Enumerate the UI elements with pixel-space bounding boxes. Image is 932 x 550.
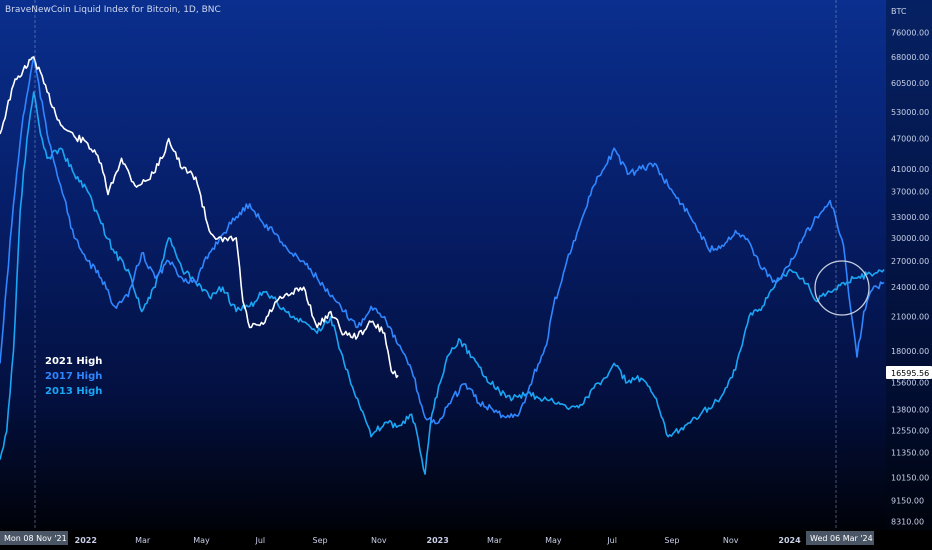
time-axis-tick-label: Jul — [606, 536, 617, 545]
price-axis-tick-label: 9150.00 — [891, 496, 924, 505]
time-axis-tick-label: Jul — [254, 536, 265, 545]
legend-entry-2017-high: 2017 High — [45, 371, 103, 382]
price-axis-tick-label: 24000.00 — [891, 283, 929, 292]
price-axis-tick-label: 10150.00 — [891, 473, 929, 482]
price-axis-tick-label: 21000.00 — [891, 313, 929, 322]
chart-title: BraveNewCoin Liquid Index for Bitcoin, 1… — [5, 5, 221, 15]
series-line-2021-high — [0, 56, 399, 379]
crosshair-date-label-left: Mon 08 Nov '21 — [0, 531, 68, 545]
series-line-2017-high — [0, 56, 885, 425]
highlight-circle — [814, 260, 870, 316]
time-axis-tick-label: 2024 — [778, 536, 801, 545]
price-axis-tick-label: 53000.00 — [891, 108, 929, 117]
price-axis-background — [886, 0, 932, 550]
time-axis-tick-label: 2022 — [75, 536, 97, 545]
price-axis-currency: BTC — [891, 7, 907, 16]
legend-entry-2021-high: 2021 High — [45, 356, 103, 367]
price-axis-tick-label: 12550.00 — [891, 426, 929, 435]
price-axis-tick-label: 8310.00 — [891, 518, 924, 527]
price-axis-tick-label: 41000.00 — [891, 165, 929, 174]
time-axis-tick-label: May — [193, 536, 210, 545]
svg-text:Wed 06 Mar '24: Wed 06 Mar '24 — [810, 534, 873, 543]
time-axis-tick-label: May — [545, 536, 562, 545]
time-axis-tick-label: 2023 — [427, 536, 449, 545]
series-line-2013-high — [0, 91, 885, 475]
crosshair-date-label-right: Wed 06 Mar '24 — [806, 531, 874, 545]
price-axis-tick-label: 37000.00 — [891, 188, 929, 197]
svg-text:16595.56: 16595.56 — [891, 369, 929, 378]
price-axis-tick-label: 60500.00 — [891, 79, 929, 88]
time-axis-tick-label: Nov — [723, 536, 739, 545]
time-axis-tick-label: Mar — [487, 536, 503, 545]
current-price-tag: 16595.56 — [886, 366, 932, 379]
legend: 2021 High 2017 High 2013 High — [45, 354, 102, 399]
svg-text:Mon 08 Nov '21: Mon 08 Nov '21 — [4, 534, 67, 543]
price-axis-tick-label: 27000.00 — [891, 257, 929, 266]
time-axis-background — [0, 530, 932, 550]
price-axis-tick-label: 18000.00 — [891, 347, 929, 356]
price-axis-tick-label: 76000.00 — [891, 28, 929, 37]
price-axis-tick-label: 68000.00 — [891, 53, 929, 62]
time-axis-tick-label: Nov — [371, 536, 387, 545]
time-axis-tick-label: Mar — [135, 536, 151, 545]
price-axis-tick-label: 30000.00 — [891, 234, 929, 243]
time-axis-tick-label: Sep — [313, 536, 328, 545]
price-axis-tick-label: 15600.00 — [891, 378, 929, 387]
legend-entry-2013-high: 2013 High — [45, 386, 103, 397]
price-axis-tick-label: 11350.00 — [891, 449, 929, 458]
price-axis-tick-label: 47000.00 — [891, 135, 929, 144]
time-axis-tick-label: Sep — [664, 536, 679, 545]
price-axis-tick-label: 13800.00 — [891, 405, 929, 414]
price-axis-tick-label: 33000.00 — [891, 213, 929, 222]
